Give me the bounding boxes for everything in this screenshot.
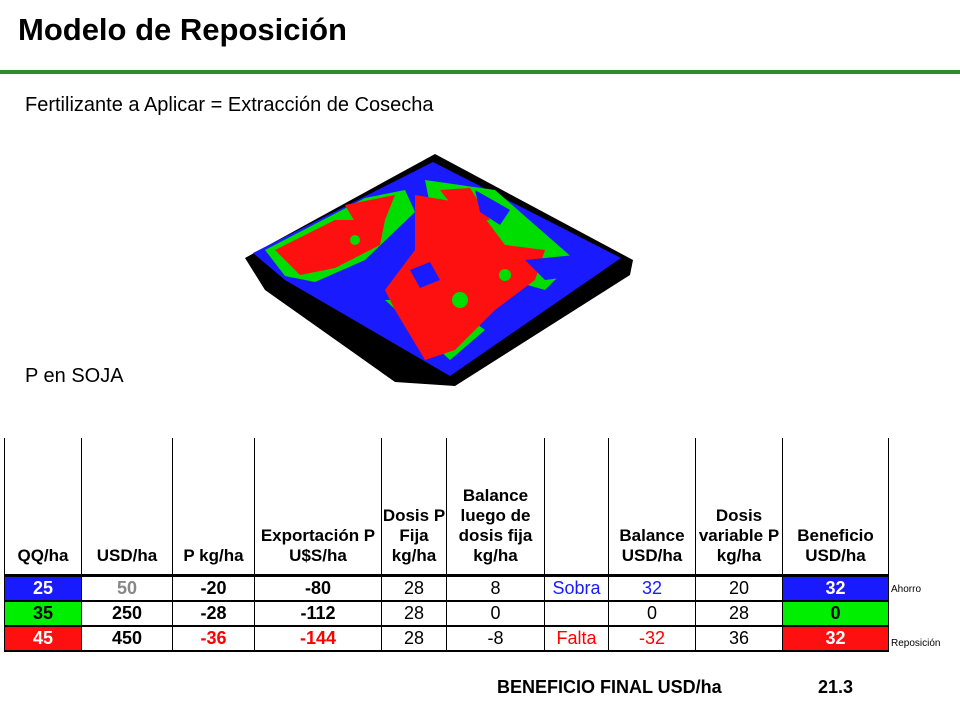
cell-p-kg: -20 — [172, 574, 255, 602]
reposition-table: QQ/ha USD/ha P kg/ha Exportación P U$S/h… — [4, 438, 889, 652]
subtitle: Fertilizante a Aplicar = Extracción de C… — [25, 94, 434, 116]
cell-qq: 45 — [4, 626, 82, 652]
cell-qq: 35 — [4, 601, 82, 627]
side-label-ahorro: Ahorro — [891, 584, 922, 595]
cell-dosis-variable: 20 — [695, 574, 783, 602]
header-balance-usd: Balance USD/ha — [608, 438, 696, 576]
cell-usd: 250 — [81, 601, 173, 627]
cell-beneficio: 32 — [782, 626, 889, 652]
cell-balance-kg: 0 — [446, 601, 545, 627]
cell-dosis-variable: 36 — [695, 626, 783, 652]
header-usd-ha: USD/ha — [81, 438, 173, 576]
cell-status: Sobra — [544, 574, 609, 602]
field-map-image — [245, 154, 633, 386]
table-row: 45 450 -36 -144 28 -8 Falta -32 36 32 — [4, 626, 889, 652]
final-benefit-value: 21.3 — [818, 677, 854, 697]
header-balance-dosis-fija: Balance luego de dosis fija kg/ha — [446, 438, 545, 576]
table-row: 25 50 -20 -80 28 8 Sobra 32 20 32 — [4, 574, 889, 602]
header-beneficio: Beneficio USD/ha — [782, 438, 889, 576]
cell-balance-usd: 32 — [608, 574, 696, 602]
cell-status: Falta — [544, 626, 609, 652]
cell-status — [544, 601, 609, 627]
header-empty — [544, 438, 609, 576]
cell-exportacion: -144 — [254, 626, 382, 652]
header-dosis-fija: Dosis P Fija kg/ha — [381, 438, 447, 576]
header-exportacion: Exportación P U$S/ha — [254, 438, 382, 576]
table-header-row: QQ/ha USD/ha P kg/ha Exportación P U$S/h… — [4, 438, 889, 576]
cell-dosis-fija: 28 — [381, 626, 447, 652]
side-label-reposicion: Reposición — [891, 638, 941, 649]
header-qq-ha: QQ/ha — [4, 438, 82, 576]
cell-balance-usd: 0 — [608, 601, 696, 627]
table-row: 35 250 -28 -112 28 0 0 28 0 — [4, 601, 889, 627]
cell-balance-kg: -8 — [446, 626, 545, 652]
cell-dosis-variable: 28 — [695, 601, 783, 627]
cell-qq: 25 — [4, 574, 82, 602]
title-divider — [0, 70, 960, 74]
cell-exportacion: -112 — [254, 601, 382, 627]
cell-beneficio: 0 — [782, 601, 889, 627]
page-title: Modelo de Reposición — [18, 12, 347, 47]
cell-usd: 50 — [81, 574, 173, 602]
final-benefit-label: BENEFICIO FINAL USD/ha — [497, 677, 722, 697]
cell-dosis-fija: 28 — [381, 574, 447, 602]
header-dosis-variable: Dosis variable P kg/ha — [695, 438, 783, 576]
cell-dosis-fija: 28 — [381, 601, 447, 627]
cell-balance-kg: 8 — [446, 574, 545, 602]
map-caption: P en SOJA — [25, 365, 124, 387]
cell-usd: 450 — [81, 626, 173, 652]
cell-p-kg: -36 — [172, 626, 255, 652]
cell-beneficio: 32 — [782, 574, 889, 602]
header-p-kg-ha: P kg/ha — [172, 438, 255, 576]
cell-balance-usd: -32 — [608, 626, 696, 652]
cell-p-kg: -28 — [172, 601, 255, 627]
cell-exportacion: -80 — [254, 574, 382, 602]
